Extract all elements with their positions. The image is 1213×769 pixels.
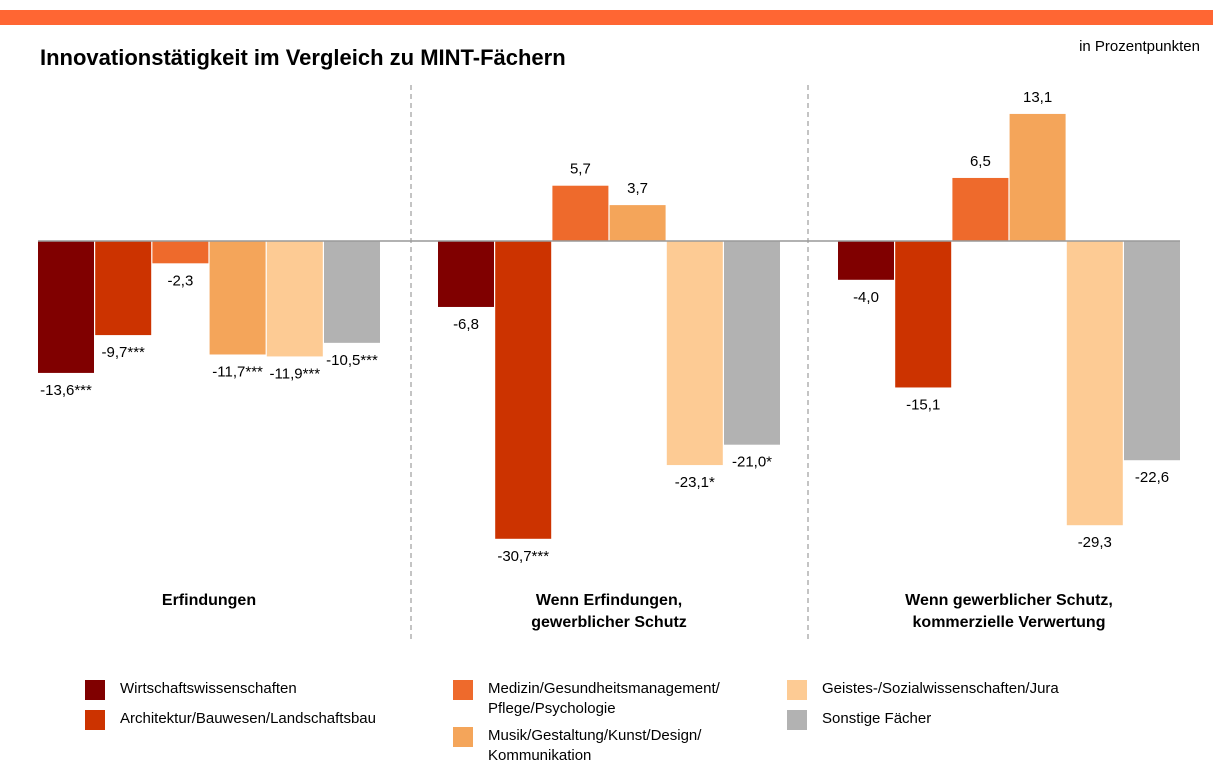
data-label: -2,3 [167, 272, 193, 289]
legend-swatch [787, 680, 807, 700]
data-label: -4,0 [853, 289, 879, 306]
legend-label: Architektur/Bauwesen/Landschaftsbau [120, 710, 376, 727]
legend-label: Geistes-/Sozialwissenschaften/Jura [822, 680, 1059, 697]
legend-label: Musik/Gestaltung/Kunst/Design/ Kommunika… [488, 727, 702, 764]
bar [952, 177, 1009, 241]
category-label: Wenn gewerblicher Schutz, kommerzielle V… [905, 592, 1113, 631]
data-label: -29,3 [1078, 534, 1112, 551]
legend-swatch [787, 710, 807, 730]
subtitle: in Prozentpunkten [1079, 38, 1200, 55]
category-label: Erfindungen [161, 592, 257, 609]
data-label: -21,0* [732, 454, 772, 471]
legend-swatch [453, 680, 473, 700]
chart-title: Innovationstätigkeit im Vergleich zu MIN… [40, 45, 566, 70]
bar [438, 241, 494, 307]
bar [609, 205, 666, 241]
bar [324, 241, 380, 343]
bar [95, 241, 152, 336]
data-label: -11,9*** [270, 365, 321, 382]
legend-label: Wirtschaftswissenschaften [120, 680, 297, 697]
bar [895, 241, 952, 388]
data-label: -11,7*** [212, 363, 263, 380]
top-stripe [0, 10, 1213, 25]
bar [1124, 241, 1180, 461]
category-label: Wenn Erfindungen, gewerblicher Schutz [531, 592, 687, 631]
data-label: -22,6 [1135, 469, 1169, 486]
data-label: 3,7 [627, 180, 648, 197]
data-label: -9,7*** [102, 344, 146, 361]
legend-label: Medizin/Gesundheitsmanagement/ Pflege/Ps… [488, 680, 720, 717]
data-label: 6,5 [970, 153, 991, 170]
legend-swatch [453, 727, 473, 747]
bar [838, 241, 894, 280]
legend-swatch [85, 710, 105, 730]
bar [552, 185, 609, 241]
data-label: 5,7 [570, 161, 591, 178]
bar [152, 241, 209, 264]
data-label: -6,8 [453, 316, 479, 333]
data-label: -13,6*** [40, 382, 92, 399]
data-label: -23,1* [675, 474, 715, 491]
bar [495, 241, 552, 539]
legend-swatch [85, 680, 105, 700]
bar [266, 241, 323, 357]
bar [1009, 113, 1066, 241]
bar [666, 241, 723, 466]
data-label: -30,7*** [497, 548, 549, 565]
data-label: -15,1 [906, 396, 940, 413]
bar [38, 241, 94, 373]
data-label: -10,5*** [326, 352, 378, 369]
legend-label: Sonstige Fächer [822, 710, 932, 727]
bar [1066, 241, 1123, 526]
data-label: 13,1 [1023, 89, 1052, 106]
bar [209, 241, 266, 355]
bar [724, 241, 780, 445]
